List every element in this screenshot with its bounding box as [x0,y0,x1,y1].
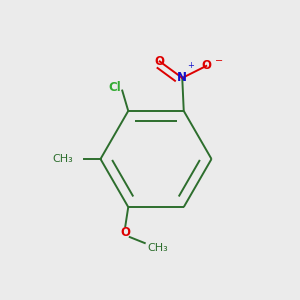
Text: N: N [177,71,187,84]
Text: O: O [155,55,165,68]
Text: O: O [120,226,130,239]
Text: +: + [188,61,194,70]
Text: CH₃: CH₃ [53,154,74,164]
Text: O: O [201,59,211,72]
Text: −: − [215,56,223,65]
Text: CH₃: CH₃ [148,243,169,253]
Text: Cl: Cl [108,81,121,94]
